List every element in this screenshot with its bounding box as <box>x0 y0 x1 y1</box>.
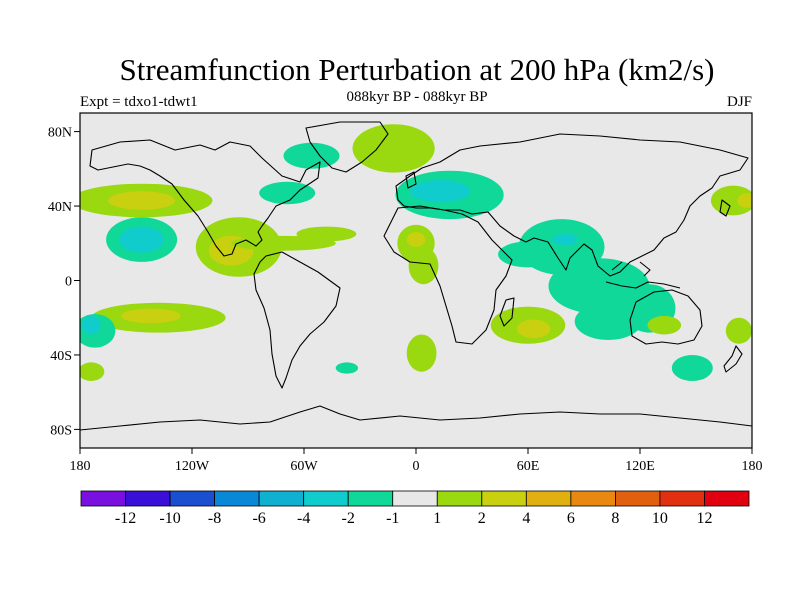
contour-region-1 <box>108 191 176 210</box>
colorbar-label-7: 1 <box>433 510 441 527</box>
coast-eurasia <box>395 133 749 277</box>
x-tick-label-1: 120W <box>175 459 210 474</box>
colorbar-box-4 <box>258 490 305 507</box>
colorbar-box-10 <box>525 490 572 507</box>
colorbar-box-3 <box>214 490 260 507</box>
contour-region-19 <box>498 241 558 268</box>
colorbar-box-5 <box>303 490 349 507</box>
colorbar-box-13 <box>659 490 705 507</box>
colorbar-label-3: -6 <box>252 510 265 527</box>
y-tick-label-3: 40S <box>50 349 72 364</box>
contour-region-28 <box>516 319 551 339</box>
coast-madagascar <box>499 297 515 327</box>
colorbar-label-1: -10 <box>159 510 180 527</box>
colorbar-box-0 <box>80 490 126 507</box>
colorbar-label-10: 6 <box>567 510 575 527</box>
colorbar-box-1 <box>125 490 171 507</box>
season-label: DJF <box>726 94 752 110</box>
contour-region-11 <box>259 181 316 205</box>
contour-region-25 <box>671 355 713 381</box>
coast-british-isles <box>405 171 417 189</box>
colorbar-box-6 <box>347 490 394 507</box>
contour-region-34 <box>80 362 105 381</box>
colorbar: -12 -10 -8 -6 -4 -2 -1 1 2 4 6 8 10 12 <box>80 490 750 527</box>
x-tick-label-3: 0 <box>413 459 420 474</box>
contour-fill-layer <box>80 124 752 381</box>
colorbar-label-2: -8 <box>208 510 221 527</box>
colorbar-label-5: -2 <box>342 510 355 527</box>
contour-region-14 <box>410 180 471 203</box>
experiment-label: Expt = tdxo1-tdwt1 <box>80 94 198 110</box>
contour-region-29 <box>406 334 437 372</box>
chart-title: Streamfunction Perturbation at 200 hPa (… <box>119 52 715 87</box>
colorbar-box-11 <box>570 490 616 507</box>
contour-region-23 <box>552 234 579 246</box>
x-tick-label-5: 120E <box>625 459 655 474</box>
x-tick-label-4: 60E <box>517 459 540 474</box>
colorbar-label-8: 2 <box>478 510 486 527</box>
contour-region-10 <box>283 142 340 169</box>
y-tick-label-4: 80S <box>50 423 72 438</box>
x-tick-label-6: 180 <box>742 459 763 474</box>
x-tick-label-0: 180 <box>70 459 91 474</box>
coast-new-zealand <box>723 345 743 373</box>
contour-region-16 <box>406 232 426 248</box>
contour-region-9 <box>296 226 357 242</box>
contour-region-12 <box>352 124 435 173</box>
colorbar-box-12 <box>615 490 661 507</box>
y-tick-label-1: 40N <box>48 200 72 215</box>
x-axis: 180 120W 60W 0 60E 120E 180 <box>70 448 763 474</box>
coast-maritime-continent <box>605 261 681 289</box>
chart-subtitle: 088kyr BP - 088kyr BP <box>346 89 488 105</box>
contour-region-5 <box>119 226 164 253</box>
colorbar-box-14 <box>704 490 750 507</box>
contour-region-26 <box>725 317 752 344</box>
contour-region-24 <box>647 315 682 335</box>
colorbar-label-13: 12 <box>696 510 712 527</box>
contour-region-33 <box>81 315 101 335</box>
colorbar-box-9 <box>481 490 527 507</box>
colorbar-label-0: -12 <box>115 510 136 527</box>
x-tick-label-2: 60W <box>290 459 318 474</box>
colorbar-box-2 <box>169 490 216 507</box>
coast-africa <box>383 205 513 345</box>
coast-greenland <box>305 121 389 173</box>
contour-region-35 <box>335 362 359 374</box>
y-axis: 80N 40N 0 40S 80S <box>48 126 80 438</box>
contour-region-31 <box>120 308 181 324</box>
colorbar-label-6: -1 <box>386 510 399 527</box>
coast-japan <box>719 199 731 217</box>
coast-south-america <box>253 251 341 389</box>
contour-region-17 <box>408 247 439 285</box>
coast-australia <box>629 289 703 345</box>
coastline-layer <box>80 121 752 431</box>
colorbar-label-9: 4 <box>522 510 530 527</box>
coast-antarctica <box>80 405 752 431</box>
colorbar-label-11: 8 <box>611 510 619 527</box>
contour-region-20 <box>548 258 650 314</box>
colorbar-label-12: 10 <box>652 510 668 527</box>
colorbar-box-7 <box>392 490 438 507</box>
colorbar-box-8 <box>436 490 483 507</box>
contour-region-3 <box>737 193 752 208</box>
y-tick-label-2: 0 <box>65 275 72 290</box>
y-tick-label-0: 80N <box>48 126 72 141</box>
colorbar-label-4: -4 <box>297 510 310 527</box>
coast-north-america <box>89 139 321 257</box>
